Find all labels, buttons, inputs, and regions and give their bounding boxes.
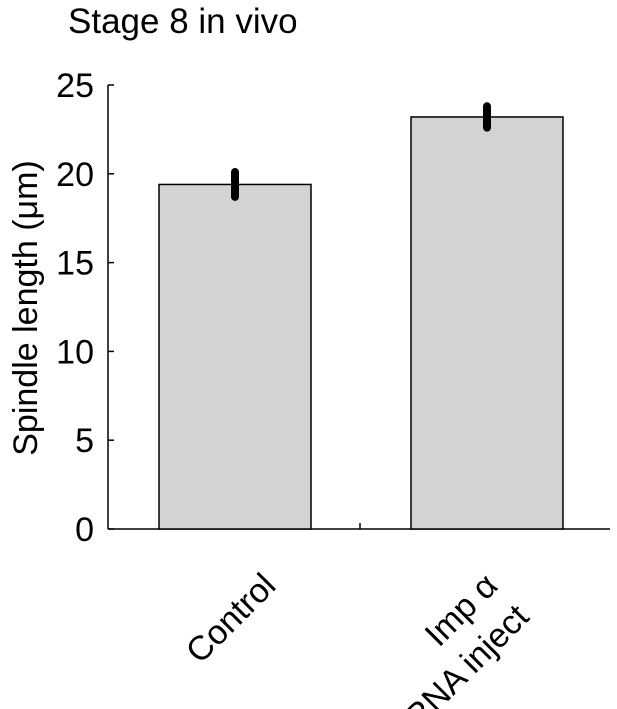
y-tick-label: 0: [75, 511, 94, 549]
bar: [410, 116, 564, 530]
y-ticks: 0 5 10 15 20 25: [56, 67, 114, 549]
y-axis-label: Spindle length (μm): [7, 160, 45, 456]
error-bars: [231, 102, 491, 201]
bars: [158, 116, 564, 530]
x-category-label-line: Control: [179, 566, 283, 670]
bar: [158, 183, 312, 530]
x-category-label: Control: [179, 566, 283, 670]
y-tick-label: 20: [56, 156, 94, 194]
y-tick-label: 15: [56, 245, 94, 283]
y-tick-label: 5: [75, 422, 94, 460]
chart-title: Stage 8 in vivo: [68, 2, 298, 41]
y-tick-label: 10: [56, 333, 94, 371]
y-tick-label: 25: [56, 67, 94, 105]
